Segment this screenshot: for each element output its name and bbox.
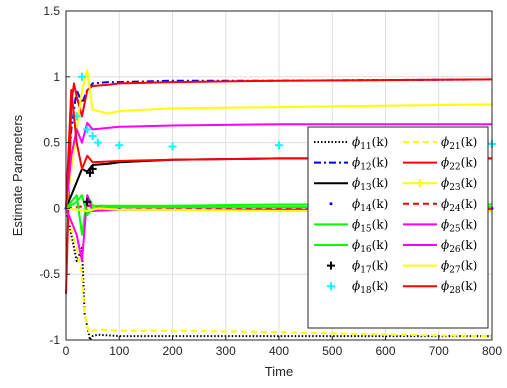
svg-text:ϕ27(k): ϕ27(k) [441, 259, 477, 276]
svg-text:ϕ28(k): ϕ28(k) [441, 279, 477, 296]
axis-ticks: 0 100 200 300 400 500 600 700 800 -1 -0.5 0 0.5 1 1.5 [39, 4, 502, 358]
x-tick-label: 600 [375, 344, 395, 358]
series-layer [64, 69, 496, 341]
legend-entry-phi-15: ϕ15(k) [314, 217, 388, 234]
series-phi-27 [65, 207, 492, 212]
y-tick-label: 0.5 [43, 136, 60, 150]
svg-text:ϕ23(k): ϕ23(k) [441, 176, 477, 193]
y-tick-label: -0.5 [39, 267, 60, 281]
legend-entry-phi-18: ϕ18(k) [327, 279, 388, 296]
svg-text:ϕ22(k): ϕ22(k) [441, 156, 477, 173]
svg-text:ϕ15(k): ϕ15(k) [352, 217, 388, 234]
legend-entry-phi-22: ϕ22(k) [403, 156, 477, 173]
legend-entry-phi-21: ϕ21(k) [403, 135, 477, 152]
y-axis-label: Estimate Parameters [10, 114, 25, 236]
y-tick-label: 1 [53, 70, 60, 84]
x-tick-label: 0 [63, 344, 70, 358]
series-phi-17 [83, 164, 97, 206]
series-phi-16 [65, 194, 492, 216]
legend-entry-phi-17: ϕ17(k) [327, 259, 388, 276]
series-phi-21 [65, 208, 493, 338]
series-phi-28 [65, 89, 492, 209]
svg-text:ϕ11(k): ϕ11(k) [352, 135, 388, 152]
x-tick-label: 200 [162, 344, 182, 358]
y-tick-label: -1 [49, 333, 60, 347]
x-tick-label: 800 [482, 344, 502, 358]
svg-text:ϕ18(k): ϕ18(k) [352, 279, 388, 296]
legend-box [307, 126, 489, 329]
legend-entry-phi-14: ϕ14(k) [329, 197, 388, 214]
legend-entry-phi-13: ϕ13(k) [314, 176, 388, 193]
y-tick-label: 1.5 [43, 4, 60, 18]
x-tick-label: 700 [429, 344, 449, 358]
series-phi-11 [65, 208, 492, 341]
legend-entry-phi-12: ϕ12(k) [314, 156, 388, 173]
svg-text:ϕ24(k): ϕ24(k) [441, 197, 477, 214]
series-phi-26 [65, 121, 492, 209]
svg-text:ϕ17(k): ϕ17(k) [352, 259, 388, 276]
legend-entry-phi-23: ϕ23(k) [403, 176, 477, 193]
svg-text:ϕ16(k): ϕ16(k) [352, 238, 388, 255]
svg-text:ϕ14(k): ϕ14(k) [352, 197, 388, 214]
series-phi-15 [65, 194, 492, 236]
svg-text:ϕ25(k): ϕ25(k) [441, 217, 477, 234]
x-tick-label: 100 [109, 344, 129, 358]
y-tick-label: 0 [53, 201, 60, 215]
x-tick-label: 400 [269, 344, 289, 358]
legend-entry-phi-11: ϕ11(k) [314, 135, 388, 152]
svg-text:ϕ21(k): ϕ21(k) [441, 135, 477, 152]
svg-text:ϕ12(k): ϕ12(k) [352, 156, 388, 173]
legend-entry-phi-28: ϕ28(k) [403, 279, 477, 296]
series-phi-23 [65, 69, 493, 209]
legend: ϕ11(k) ϕ21(k) ϕ12(k) ϕ22(k) ϕ13(k) ϕ23(k) ϕ14(… [307, 126, 489, 329]
legend-entry-phi-24: ϕ24(k) [403, 197, 477, 214]
legend-entry-phi-27: ϕ27(k) [403, 259, 477, 276]
x-tick-label: 300 [216, 344, 236, 358]
legend-entry-phi-26: ϕ26(k) [403, 238, 477, 255]
legend-entry-phi-16: ϕ16(k) [314, 238, 388, 255]
x-tick-label: 500 [322, 344, 342, 358]
svg-text:ϕ26(k): ϕ26(k) [441, 238, 477, 255]
legend-entry-phi-25: ϕ25(k) [403, 217, 477, 234]
svg-text:ϕ13(k): ϕ13(k) [352, 176, 388, 193]
x-axis-label: Time [265, 364, 293, 379]
